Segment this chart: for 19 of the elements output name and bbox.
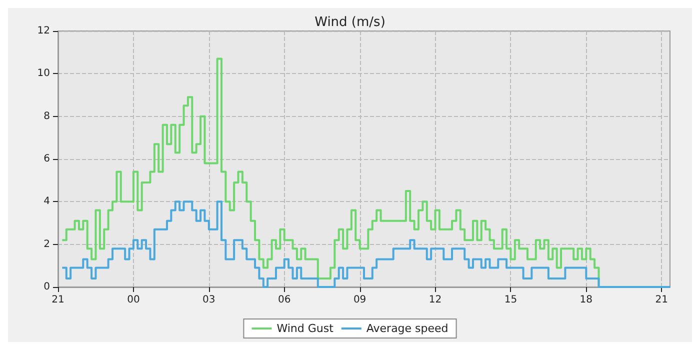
chart-title: Wind (m/s)	[314, 15, 386, 30]
y-tick-label: 12	[37, 26, 50, 36]
x-tick-label: 21	[655, 294, 668, 306]
y-tick-label: 10	[37, 68, 50, 80]
legend-label: Wind Gust	[276, 322, 334, 335]
y-tick-label: 6	[44, 154, 50, 164]
x-tick-label: 03	[202, 294, 216, 306]
x-tick-label: 12	[428, 294, 442, 306]
y-tick-label: 4	[44, 196, 50, 208]
x-tick-label: 06	[278, 294, 291, 306]
legend-label: Average speed	[366, 322, 448, 335]
x-tick-label: 21	[52, 294, 64, 306]
y-tick-label: 2	[44, 238, 50, 250]
x-tick-label: 09	[353, 294, 366, 306]
y-tick-label: 0	[44, 282, 50, 292]
y-tick-label: 8	[44, 110, 50, 122]
x-tick-label: 15	[504, 294, 518, 306]
x-tick-label: 18	[580, 294, 593, 306]
x-tick-label: 00	[127, 294, 140, 306]
